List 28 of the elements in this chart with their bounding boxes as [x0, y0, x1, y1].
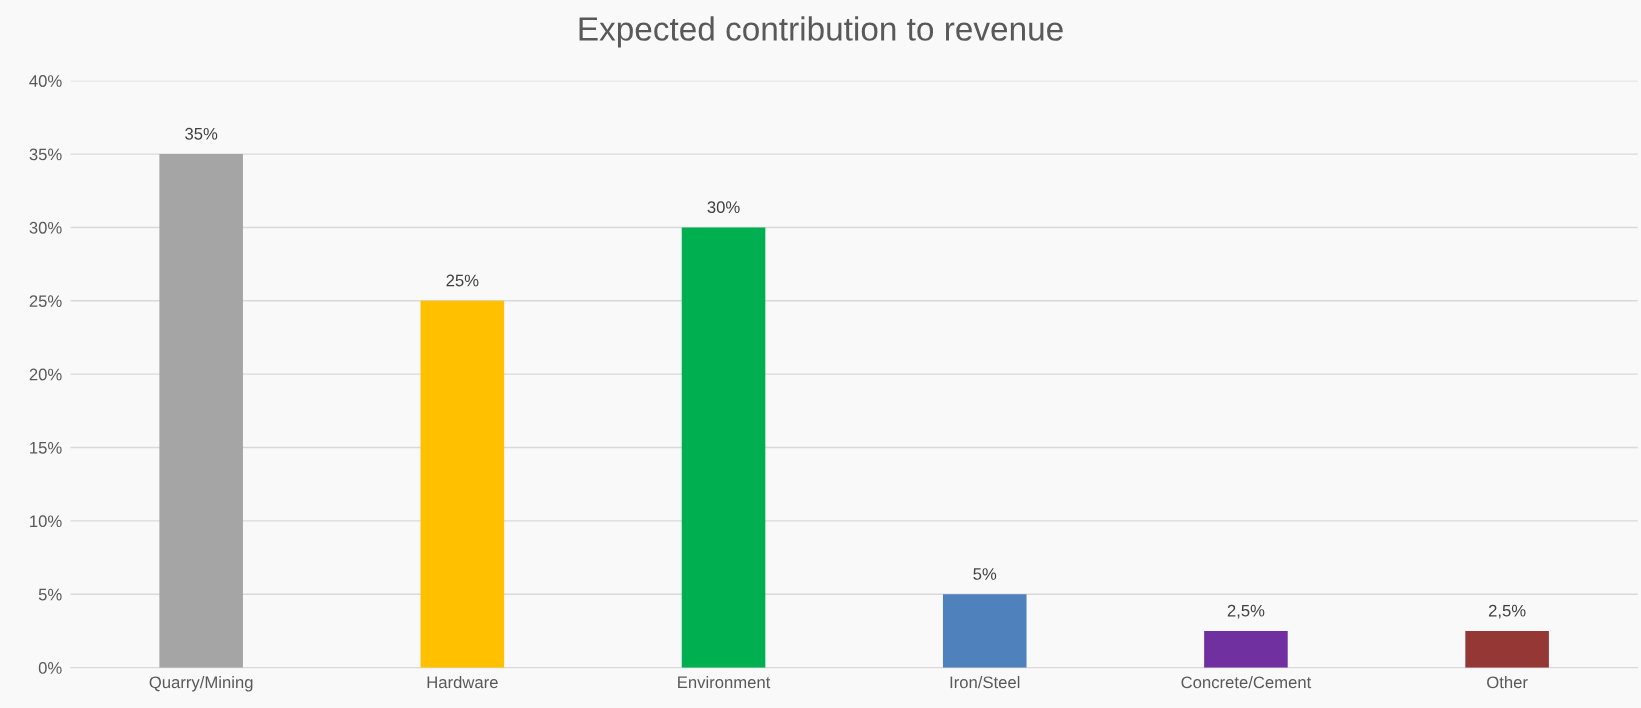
y-tick-label: 10% [30, 515, 62, 528]
x-tick-label: Iron/Steel [950, 675, 1020, 689]
y-tick-label: 15% [30, 442, 62, 454]
data-label: 2,5% [1488, 604, 1526, 619]
data-label: 5% [973, 568, 997, 580]
x-tick-label: Quarry/Mining [149, 675, 253, 692]
bar [420, 300, 505, 668]
data-label: 30% [707, 201, 740, 214]
x-tick-label: Concrete/Cement [1181, 675, 1312, 689]
y-tick-label: 40% [29, 75, 62, 87]
bar [1204, 630, 1288, 668]
x-tick-label: Other [1487, 675, 1528, 689]
y-tick-label: 25% [29, 295, 62, 308]
y-tick-label: 35% [29, 148, 62, 161]
x-tick-label: Hardware [427, 675, 498, 689]
data-label: 35% [185, 127, 218, 140]
data-label: 2,5% [1227, 604, 1265, 619]
y-tick-label: 5% [38, 588, 62, 601]
bar [942, 594, 1027, 668]
data-label: 25% [446, 274, 479, 287]
y-tick-label: 0% [38, 662, 62, 674]
x-tick-label: Environment [678, 675, 771, 689]
bar [681, 227, 766, 668]
y-tick-label: 20% [29, 368, 62, 381]
bar [1465, 630, 1549, 668]
bar [159, 154, 243, 668]
y-tick-label: 30% [29, 221, 62, 234]
chart-title: Expected contribution to revenue [579, 16, 1063, 48]
